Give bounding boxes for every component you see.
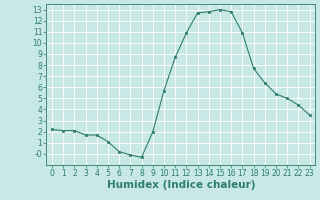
X-axis label: Humidex (Indice chaleur): Humidex (Indice chaleur) bbox=[107, 180, 255, 190]
